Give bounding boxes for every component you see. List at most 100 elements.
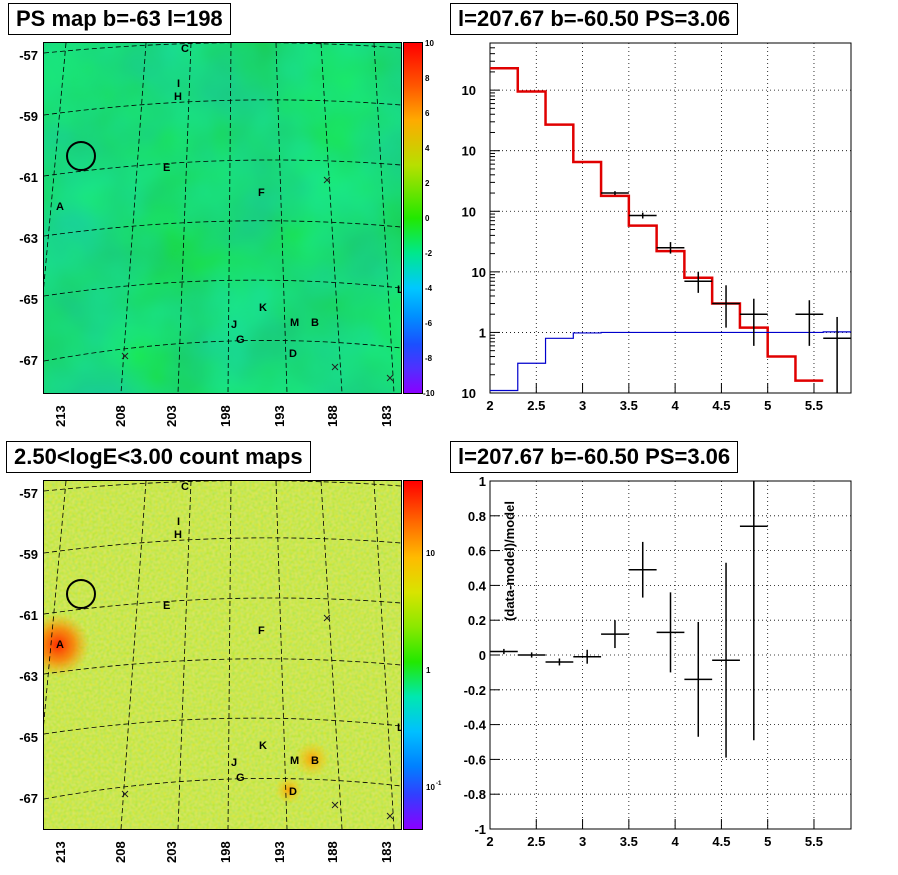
- ps-cbar-tick: 6: [425, 109, 430, 118]
- residual-x-tick-label: 4.5: [712, 834, 730, 849]
- bottom-left-title: 2.50<logE<3.00 count maps: [6, 441, 311, 473]
- source-label-i: I: [177, 78, 180, 90]
- ps-map-lon-axis: 213 208 203 198 193 188 183: [53, 405, 394, 427]
- lon-tick: 198: [218, 841, 233, 863]
- count-source-labels: C I H E A F K J M B G D L: [56, 481, 404, 798]
- source-labels: C I H E A F K J M B G D L: [56, 43, 404, 360]
- lon-tick: 188: [325, 405, 340, 427]
- ps-cbar-tick: 8: [425, 74, 430, 83]
- lat-tick: -57: [19, 486, 38, 501]
- count-cbar-tick: 10: [426, 549, 435, 558]
- spectrum-y-tick-label: 10: [472, 265, 486, 280]
- spectrum-y-tick-label: 10: [462, 204, 476, 219]
- lat-tick: -59: [19, 547, 38, 562]
- spectrum-y-tick-label: 10: [462, 386, 476, 401]
- count-cross-markers: [121, 614, 394, 820]
- residual-x-tick-label: 3.5: [620, 834, 638, 849]
- lon-tick: 193: [272, 841, 287, 863]
- lat-tick: -61: [19, 170, 38, 185]
- source-label-m: M: [290, 755, 299, 767]
- source-label-h: H: [174, 91, 182, 103]
- residual-x-tick-label: 2.5: [527, 834, 545, 849]
- ps-cbar-tick: -4: [425, 284, 433, 293]
- count-target-circle: [66, 579, 96, 609]
- spectrum-x-tick-label: 5.5: [805, 398, 823, 413]
- count-map-lat-axis: -57 -59 -61 -63 -65 -67: [19, 486, 38, 806]
- source-label-l: L: [397, 722, 401, 734]
- residual-chart: 2 2.5 3 3.5 4 4.5 5 5.5 -1 -0.8 -0.6 -0.4 -0.2 0 0.2 0.…: [464, 476, 852, 849]
- lat-tick: -65: [19, 292, 38, 307]
- spectrum-x-tick-label: 3: [579, 398, 586, 413]
- top-right-title: l=207.67 b=-60.50 PS=3.06: [450, 3, 739, 35]
- spectrum-chart: 22.533.544.555.510-1110102103104: [462, 42, 852, 413]
- lon-tick: 183: [379, 841, 394, 863]
- count-map: C I H E A F K J M B G D L: [26, 480, 404, 830]
- count-colorbar-axis: 10 1 10 -1: [426, 549, 442, 792]
- lon-tick: 198: [218, 405, 233, 427]
- residual-y-tick-label: 0: [479, 648, 486, 663]
- source-label-h: H: [174, 529, 182, 541]
- residual-y-tick-label: 0.6: [468, 544, 486, 559]
- bottom-right-title: l=207.67 b=-60.50 PS=3.06: [450, 441, 739, 473]
- residual-y-tick-label: 0.2: [468, 613, 486, 628]
- ps-colorbar-axis: 10 8 6 4 2 0 -2 -4 -6 -8 -10: [423, 39, 435, 398]
- spectrum-x-tick-label: 2.5: [527, 398, 545, 413]
- spectrum-x-tick-label: 4.5: [712, 398, 730, 413]
- lat-tick: -67: [19, 353, 38, 368]
- lat-tick: -59: [19, 109, 38, 124]
- count-cbar-tick: 1: [426, 666, 431, 675]
- spectrum-x-tick-label: 3.5: [620, 398, 638, 413]
- ps-map: C I H E A F K J M B G D L: [33, 42, 404, 394]
- ps-cbar-tick: 4: [425, 144, 430, 153]
- residual-y-tick-label: 0.8: [468, 509, 486, 524]
- lat-tick: -61: [19, 608, 38, 623]
- ps-cbar-tick: 0: [425, 214, 430, 223]
- ps-cbar-tick: 10: [425, 39, 434, 48]
- count-map-grid: [33, 480, 402, 830]
- residual-y-axis-label: (data-model)/model: [502, 501, 517, 621]
- ps-cbar-tick: -8: [425, 354, 433, 363]
- count-cbar-exp: -1: [436, 781, 442, 787]
- spectrum-y-tick-label: 10: [462, 83, 476, 98]
- lon-tick: 193: [272, 405, 287, 427]
- source-label-a: A: [56, 639, 64, 651]
- lat-tick: -63: [19, 231, 38, 246]
- count-map-canvas: C I H E A F K J M B G D L: [26, 480, 404, 830]
- source-label-e: E: [163, 162, 170, 174]
- source-label-g: G: [236, 772, 245, 784]
- lat-tick: -57: [19, 48, 38, 63]
- ps-map-lat-axis: -57 -59 -61 -63 -65 -67: [19, 48, 38, 368]
- ps-colorbar: [403, 42, 423, 394]
- source-label-a: A: [56, 201, 64, 213]
- lat-tick: -63: [19, 669, 38, 684]
- residual-y-tick-label: 1: [479, 476, 486, 489]
- spectrum-x-tick-label: 4: [672, 398, 680, 413]
- lon-tick: 203: [164, 841, 179, 863]
- spectrum-x-tick-label: 2: [486, 398, 493, 413]
- spectrum-y-tick-label: 10: [462, 144, 476, 159]
- source-label-i: I: [177, 516, 180, 528]
- residual-y-tick-label: -0.8: [464, 787, 486, 802]
- lon-tick: 208: [113, 841, 128, 863]
- ps-cbar-tick: -6: [425, 319, 433, 328]
- top-left-title: PS map b=-63 l=198: [8, 3, 231, 35]
- ps-cbar-tick: 2: [425, 179, 430, 188]
- source-label-b: B: [311, 317, 319, 329]
- residual-y-tick-label: -0.4: [464, 718, 487, 733]
- lon-tick: 208: [113, 405, 128, 427]
- count-colorbar: [403, 480, 423, 830]
- residual-y-tick-label: -0.2: [464, 683, 486, 698]
- spectrum-frame: [489, 42, 852, 394]
- spectrum-x-tick-label: 5: [764, 398, 771, 413]
- source-label-j: J: [231, 757, 237, 769]
- spectrum-y-tick-label: 1: [479, 325, 486, 340]
- source-label-g: G: [236, 334, 245, 346]
- lat-tick: -65: [19, 730, 38, 745]
- source-label-e: E: [163, 600, 170, 612]
- residual-y-tick-label: -0.6: [464, 752, 486, 767]
- lon-tick: 203: [164, 405, 179, 427]
- residual-y-tick-label: 0.4: [468, 578, 487, 593]
- residual-y-tick-label: -1: [474, 822, 486, 837]
- lon-tick: 213: [53, 841, 68, 863]
- lon-tick: 213: [53, 405, 68, 427]
